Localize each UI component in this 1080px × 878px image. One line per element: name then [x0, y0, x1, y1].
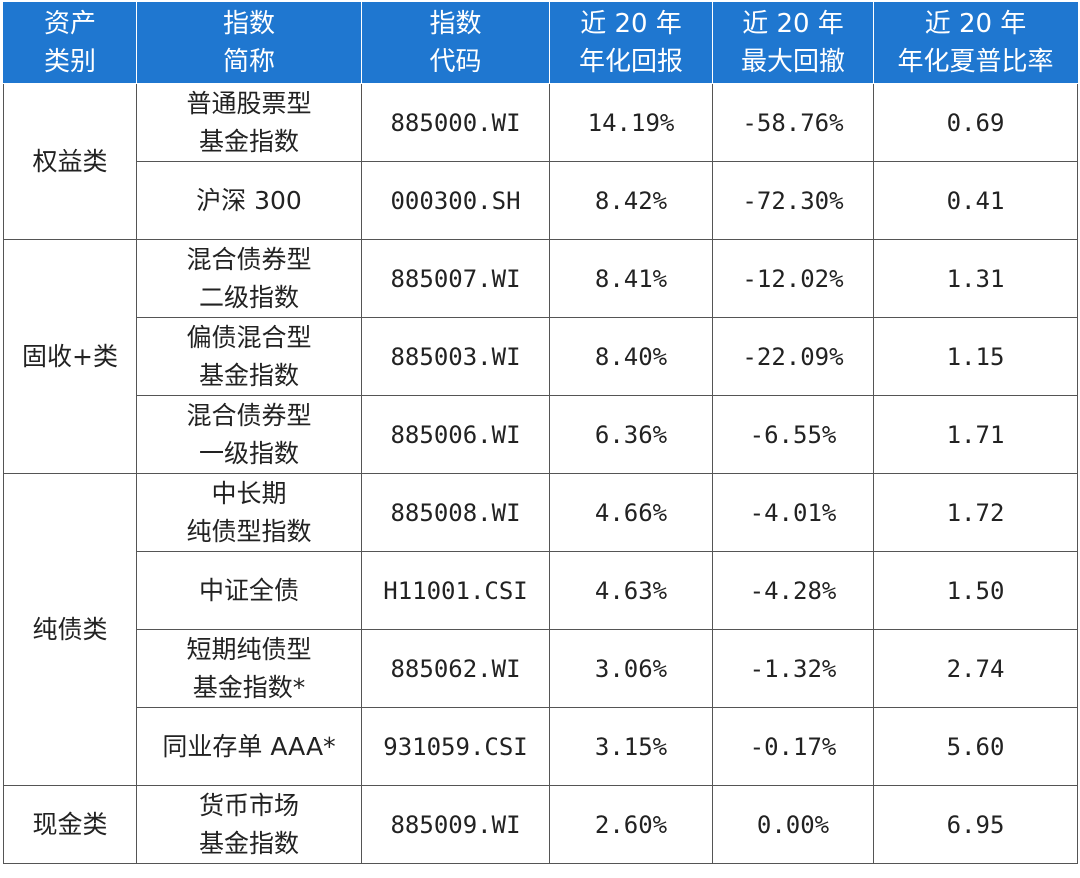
- annual-return-cell: 2.60%: [549, 785, 713, 864]
- category-cell: 纯债类: [3, 473, 137, 786]
- header-asset-class: 资产 类别: [3, 2, 137, 84]
- index-name-cell: 混合债券型 二级指数: [136, 239, 362, 318]
- sharpe-ratio-cell: 6.95: [873, 785, 1078, 864]
- index-name-cell: 偏债混合型 基金指数: [136, 317, 362, 396]
- index-name-cell: 同业存单 AAA*: [136, 707, 362, 786]
- max-drawdown-cell: -4.01%: [712, 473, 874, 552]
- sharpe-ratio-cell: 0.41: [873, 161, 1078, 240]
- index-code-cell: 885009.WI: [361, 785, 550, 864]
- index-name-cell: 短期纯债型 基金指数*: [136, 629, 362, 708]
- annual-return-cell: 6.36%: [549, 395, 713, 474]
- index-code-cell: 885007.WI: [361, 239, 550, 318]
- header-index-name: 指数 简称: [136, 2, 362, 84]
- sharpe-ratio-cell: 1.50: [873, 551, 1078, 630]
- max-drawdown-cell: 0.00%: [712, 785, 874, 864]
- index-code-cell: 885006.WI: [361, 395, 550, 474]
- max-drawdown-cell: -58.76%: [712, 83, 874, 162]
- annual-return-cell: 4.63%: [549, 551, 713, 630]
- fund-index-table: 资产 类别 指数 简称 指数 代码 近 20 年年化回报 近 20 年最大回撤 近 2…: [3, 2, 1078, 864]
- index-name-cell: 混合债券型 一级指数: [136, 395, 362, 474]
- max-drawdown-cell: -72.30%: [712, 161, 874, 240]
- max-drawdown-cell: -1.32%: [712, 629, 874, 708]
- annual-return-cell: 8.41%: [549, 239, 713, 318]
- annual-return-cell: 8.40%: [549, 317, 713, 396]
- annual-return-cell: 3.06%: [549, 629, 713, 708]
- header-sharpe-ratio: 近 20 年年化夏普比率: [873, 2, 1078, 84]
- index-code-cell: 931059.CSI: [361, 707, 550, 786]
- sharpe-ratio-cell: 1.71: [873, 395, 1078, 474]
- max-drawdown-cell: -6.55%: [712, 395, 874, 474]
- index-code-cell: 000300.SH: [361, 161, 550, 240]
- sharpe-ratio-cell: 1.31: [873, 239, 1078, 318]
- table-row: 沪深 300 000300.SH 8.42% -72.30% 0.41: [4, 161, 1078, 240]
- annual-return-cell: 4.66%: [549, 473, 713, 552]
- table-row: 中证全债 H11001.CSI 4.63% -4.28% 1.50: [4, 551, 1078, 630]
- sharpe-ratio-cell: 2.74: [873, 629, 1078, 708]
- table-row: 短期纯债型 基金指数* 885062.WI 3.06% -1.32% 2.74: [4, 629, 1078, 708]
- header-annual-return: 近 20 年年化回报: [549, 2, 713, 84]
- sharpe-ratio-cell: 1.72: [873, 473, 1078, 552]
- index-code-cell: 885000.WI: [361, 83, 550, 162]
- table-row: 同业存单 AAA* 931059.CSI 3.15% -0.17% 5.60: [4, 707, 1078, 786]
- index-code-cell: 885062.WI: [361, 629, 550, 708]
- category-cell: 固收+类: [3, 239, 137, 474]
- header-index-code: 指数 代码: [361, 2, 550, 84]
- max-drawdown-cell: -22.09%: [712, 317, 874, 396]
- index-name-cell: 中长期 纯债型指数: [136, 473, 362, 552]
- table-row: 权益类 普通股票型 基金指数 885000.WI 14.19% -58.76% 0…: [3, 83, 1078, 240]
- table-row: 纯债类 中长期 纯债型指数 885008.WI 4.66% -4.01% 1.72: [3, 473, 1078, 786]
- header-max-drawdown: 近 20 年最大回撤: [712, 2, 874, 84]
- max-drawdown-cell: -0.17%: [712, 707, 874, 786]
- index-code-cell: H11001.CSI: [361, 551, 550, 630]
- max-drawdown-cell: -12.02%: [712, 239, 874, 318]
- table-row: 现金类 货币市场 基金指数 885009.WI 2.60% 0.00% 6.95: [3, 785, 1078, 864]
- annual-return-cell: 8.42%: [549, 161, 713, 240]
- annual-return-cell: 3.15%: [549, 707, 713, 786]
- category-cell: 权益类: [3, 83, 137, 240]
- index-name-cell: 货币市场 基金指数: [136, 785, 362, 864]
- sharpe-ratio-cell: 0.69: [873, 83, 1078, 162]
- index-name-cell: 中证全债: [136, 551, 362, 630]
- sharpe-ratio-cell: 5.60: [873, 707, 1078, 786]
- category-cell: 现金类: [3, 785, 137, 864]
- header-row: 资产 类别 指数 简称 指数 代码 近 20 年年化回报 近 20 年最大回撤 近 2…: [3, 2, 1078, 84]
- max-drawdown-cell: -4.28%: [712, 551, 874, 630]
- index-name-cell: 沪深 300: [136, 161, 362, 240]
- table-row: 偏债混合型 基金指数 885003.WI 8.40% -22.09% 1.15: [4, 317, 1078, 396]
- index-code-cell: 885003.WI: [361, 317, 550, 396]
- index-code-cell: 885008.WI: [361, 473, 550, 552]
- annual-return-cell: 14.19%: [549, 83, 713, 162]
- table-row: 混合债券型 一级指数 885006.WI 6.36% -6.55% 1.71: [4, 395, 1078, 474]
- sharpe-ratio-cell: 1.15: [873, 317, 1078, 396]
- index-name-cell: 普通股票型 基金指数: [136, 83, 362, 162]
- table-row: 固收+类 混合债券型 二级指数 885007.WI 8.41% -12.02% 1…: [3, 239, 1078, 474]
